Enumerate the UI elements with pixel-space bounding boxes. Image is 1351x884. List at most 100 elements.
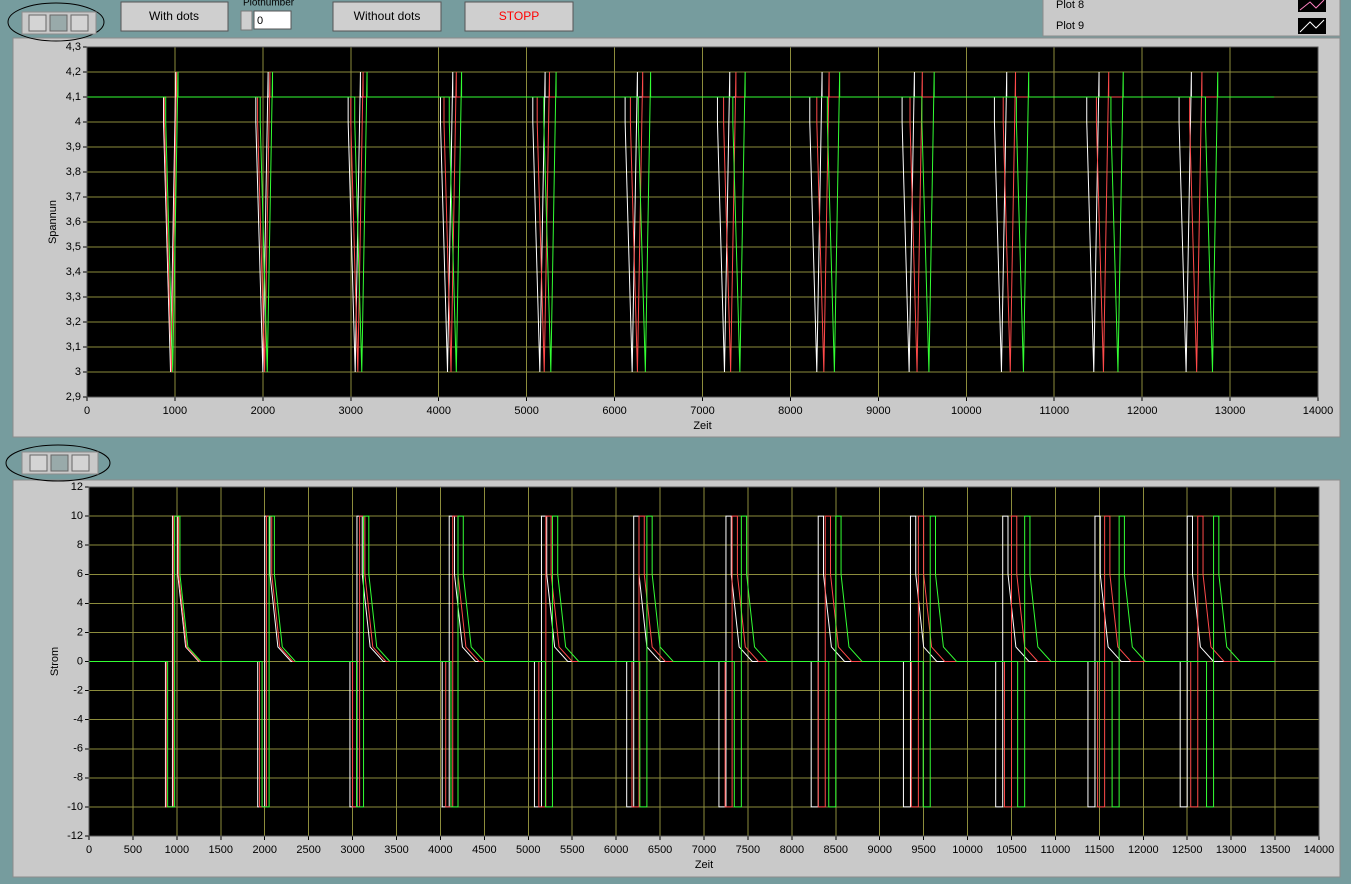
plotnumber-control[interactable]: 0 — [241, 11, 291, 30]
y-tick-label: 3,7 — [66, 191, 81, 203]
x-axis-label: Zeit — [693, 420, 711, 432]
y-tick-label: 3 — [75, 366, 81, 378]
x-tick-label: 13000 — [1215, 405, 1246, 417]
without-dots-button[interactable]: Without dots — [333, 2, 441, 31]
x-tick-label: 6500 — [648, 844, 672, 856]
y-tick-label: 3,2 — [66, 316, 81, 328]
x-tick-label: 9000 — [866, 405, 890, 417]
x-tick-label: 7500 — [736, 844, 760, 856]
x-tick-label: 5500 — [560, 844, 584, 856]
y-tick-label: 0 — [77, 655, 83, 667]
pan-tool[interactable] — [71, 15, 88, 31]
x-tick-label: 7000 — [690, 405, 714, 417]
x-tick-label: 0 — [86, 844, 92, 856]
x-tick-label: 12500 — [1172, 844, 1203, 856]
button-label[interactable]: With dots — [149, 9, 199, 23]
x-tick-label: 3000 — [339, 405, 363, 417]
x-tick-label: 3500 — [384, 844, 408, 856]
y-tick-label: 12 — [71, 481, 83, 493]
x-tick-label: 14000 — [1304, 844, 1335, 856]
x-axis-label: Zeit — [695, 859, 713, 871]
zoom-tool[interactable] — [50, 15, 67, 31]
x-tick-label: 500 — [124, 844, 142, 856]
y-axis-label: Spannun — [47, 200, 59, 244]
x-tick-label: 10000 — [952, 844, 983, 856]
y-tick-label: 3,4 — [66, 266, 81, 278]
button-label[interactable]: STOPP — [499, 9, 539, 23]
y-tick-label: 3,6 — [66, 216, 81, 228]
x-tick-label: 2500 — [296, 844, 320, 856]
x-tick-label: 5000 — [516, 844, 540, 856]
y-tick-label: -10 — [67, 801, 83, 813]
y-tick-label: 4,2 — [66, 66, 81, 78]
x-tick-label: 8000 — [780, 844, 804, 856]
x-tick-label: 8500 — [824, 844, 848, 856]
x-tick-label: 4500 — [472, 844, 496, 856]
pan-tool[interactable] — [72, 455, 89, 471]
control-label: Plotnumber — [243, 0, 295, 9]
legend-box — [1043, 0, 1340, 36]
x-tick-label: 5000 — [514, 405, 538, 417]
y-tick-label: -6 — [73, 743, 83, 755]
x-tick-label: 12000 — [1128, 844, 1159, 856]
spin-arrows[interactable] — [241, 11, 252, 30]
y-tick-label: 8 — [77, 539, 83, 551]
x-tick-label: 7000 — [692, 844, 716, 856]
y-tick-label: 4 — [75, 116, 81, 128]
legend-entry[interactable]: Plot 8 — [1056, 0, 1084, 11]
plot-legend: Plot 8 Plot 9 — [1043, 0, 1340, 36]
x-tick-label: 9000 — [867, 844, 891, 856]
y-tick-label: 4 — [77, 597, 83, 609]
chart: 0100020003000400050006000700080009000100… — [47, 41, 1333, 432]
x-tick-label: 11000 — [1041, 844, 1071, 856]
x-tick-label: 4000 — [428, 844, 452, 856]
y-tick-label: 3,3 — [66, 291, 81, 303]
cursor-tool[interactable] — [29, 15, 46, 31]
chart: 0 500 1000 1500 2000 2500 3000 3500 4000 4500 5000… — [49, 481, 1334, 871]
y-tick-label: 2 — [77, 626, 83, 638]
x-tick-label: 4000 — [426, 405, 450, 417]
legend-swatch — [1298, 18, 1326, 34]
y-tick-label: -8 — [73, 772, 83, 784]
y-tick-label: 6 — [77, 568, 83, 580]
y-tick-label: 3,1 — [66, 341, 81, 353]
x-tick-label: 2000 — [251, 405, 275, 417]
x-tick-label: 13500 — [1260, 844, 1291, 856]
x-tick-label: 11000 — [1039, 405, 1069, 417]
x-tick-label: 8000 — [778, 405, 802, 417]
button-label[interactable]: Without dots — [354, 9, 421, 23]
x-tick-label: 9500 — [911, 844, 935, 856]
stop-button[interactable]: STOPP — [465, 2, 573, 31]
y-tick-label: 2,9 — [66, 391, 81, 403]
x-tick-label: 3000 — [340, 844, 364, 856]
x-tick-label: 1000 — [165, 844, 189, 856]
y-axis-label: Strom — [49, 647, 61, 676]
x-tick-label: 13000 — [1216, 844, 1247, 856]
zoom-tool[interactable] — [51, 455, 68, 471]
y-tick-label: 10 — [71, 510, 83, 522]
x-tick-label: 10500 — [996, 844, 1027, 856]
y-tick-label: 3,9 — [66, 141, 81, 153]
x-tick-label: 14000 — [1303, 405, 1334, 417]
y-tick-label: 3,5 — [66, 241, 81, 253]
cursor-tool[interactable] — [30, 455, 47, 471]
y-tick-label: -2 — [73, 684, 83, 696]
x-tick-label: 12000 — [1127, 405, 1158, 417]
x-tick-label: 0 — [84, 405, 90, 417]
x-tick-label: 1500 — [209, 844, 233, 856]
x-tick-label: 2000 — [252, 844, 276, 856]
numeric-value[interactable]: 0 — [257, 15, 263, 27]
legend-entry[interactable]: Plot 9 — [1056, 20, 1084, 32]
x-tick-label: 6000 — [604, 844, 628, 856]
y-tick-label: 4,1 — [66, 91, 81, 103]
y-tick-label: 3,8 — [66, 166, 81, 178]
y-tick-label: -4 — [73, 714, 83, 726]
x-tick-label: 11500 — [1084, 844, 1114, 856]
y-tick-label: -12 — [67, 830, 83, 842]
y-tick-label: 4,3 — [66, 41, 81, 53]
x-tick-label: 1000 — [163, 405, 187, 417]
with-dots-button[interactable]: With dots — [121, 2, 228, 31]
x-tick-label: 6000 — [602, 405, 626, 417]
